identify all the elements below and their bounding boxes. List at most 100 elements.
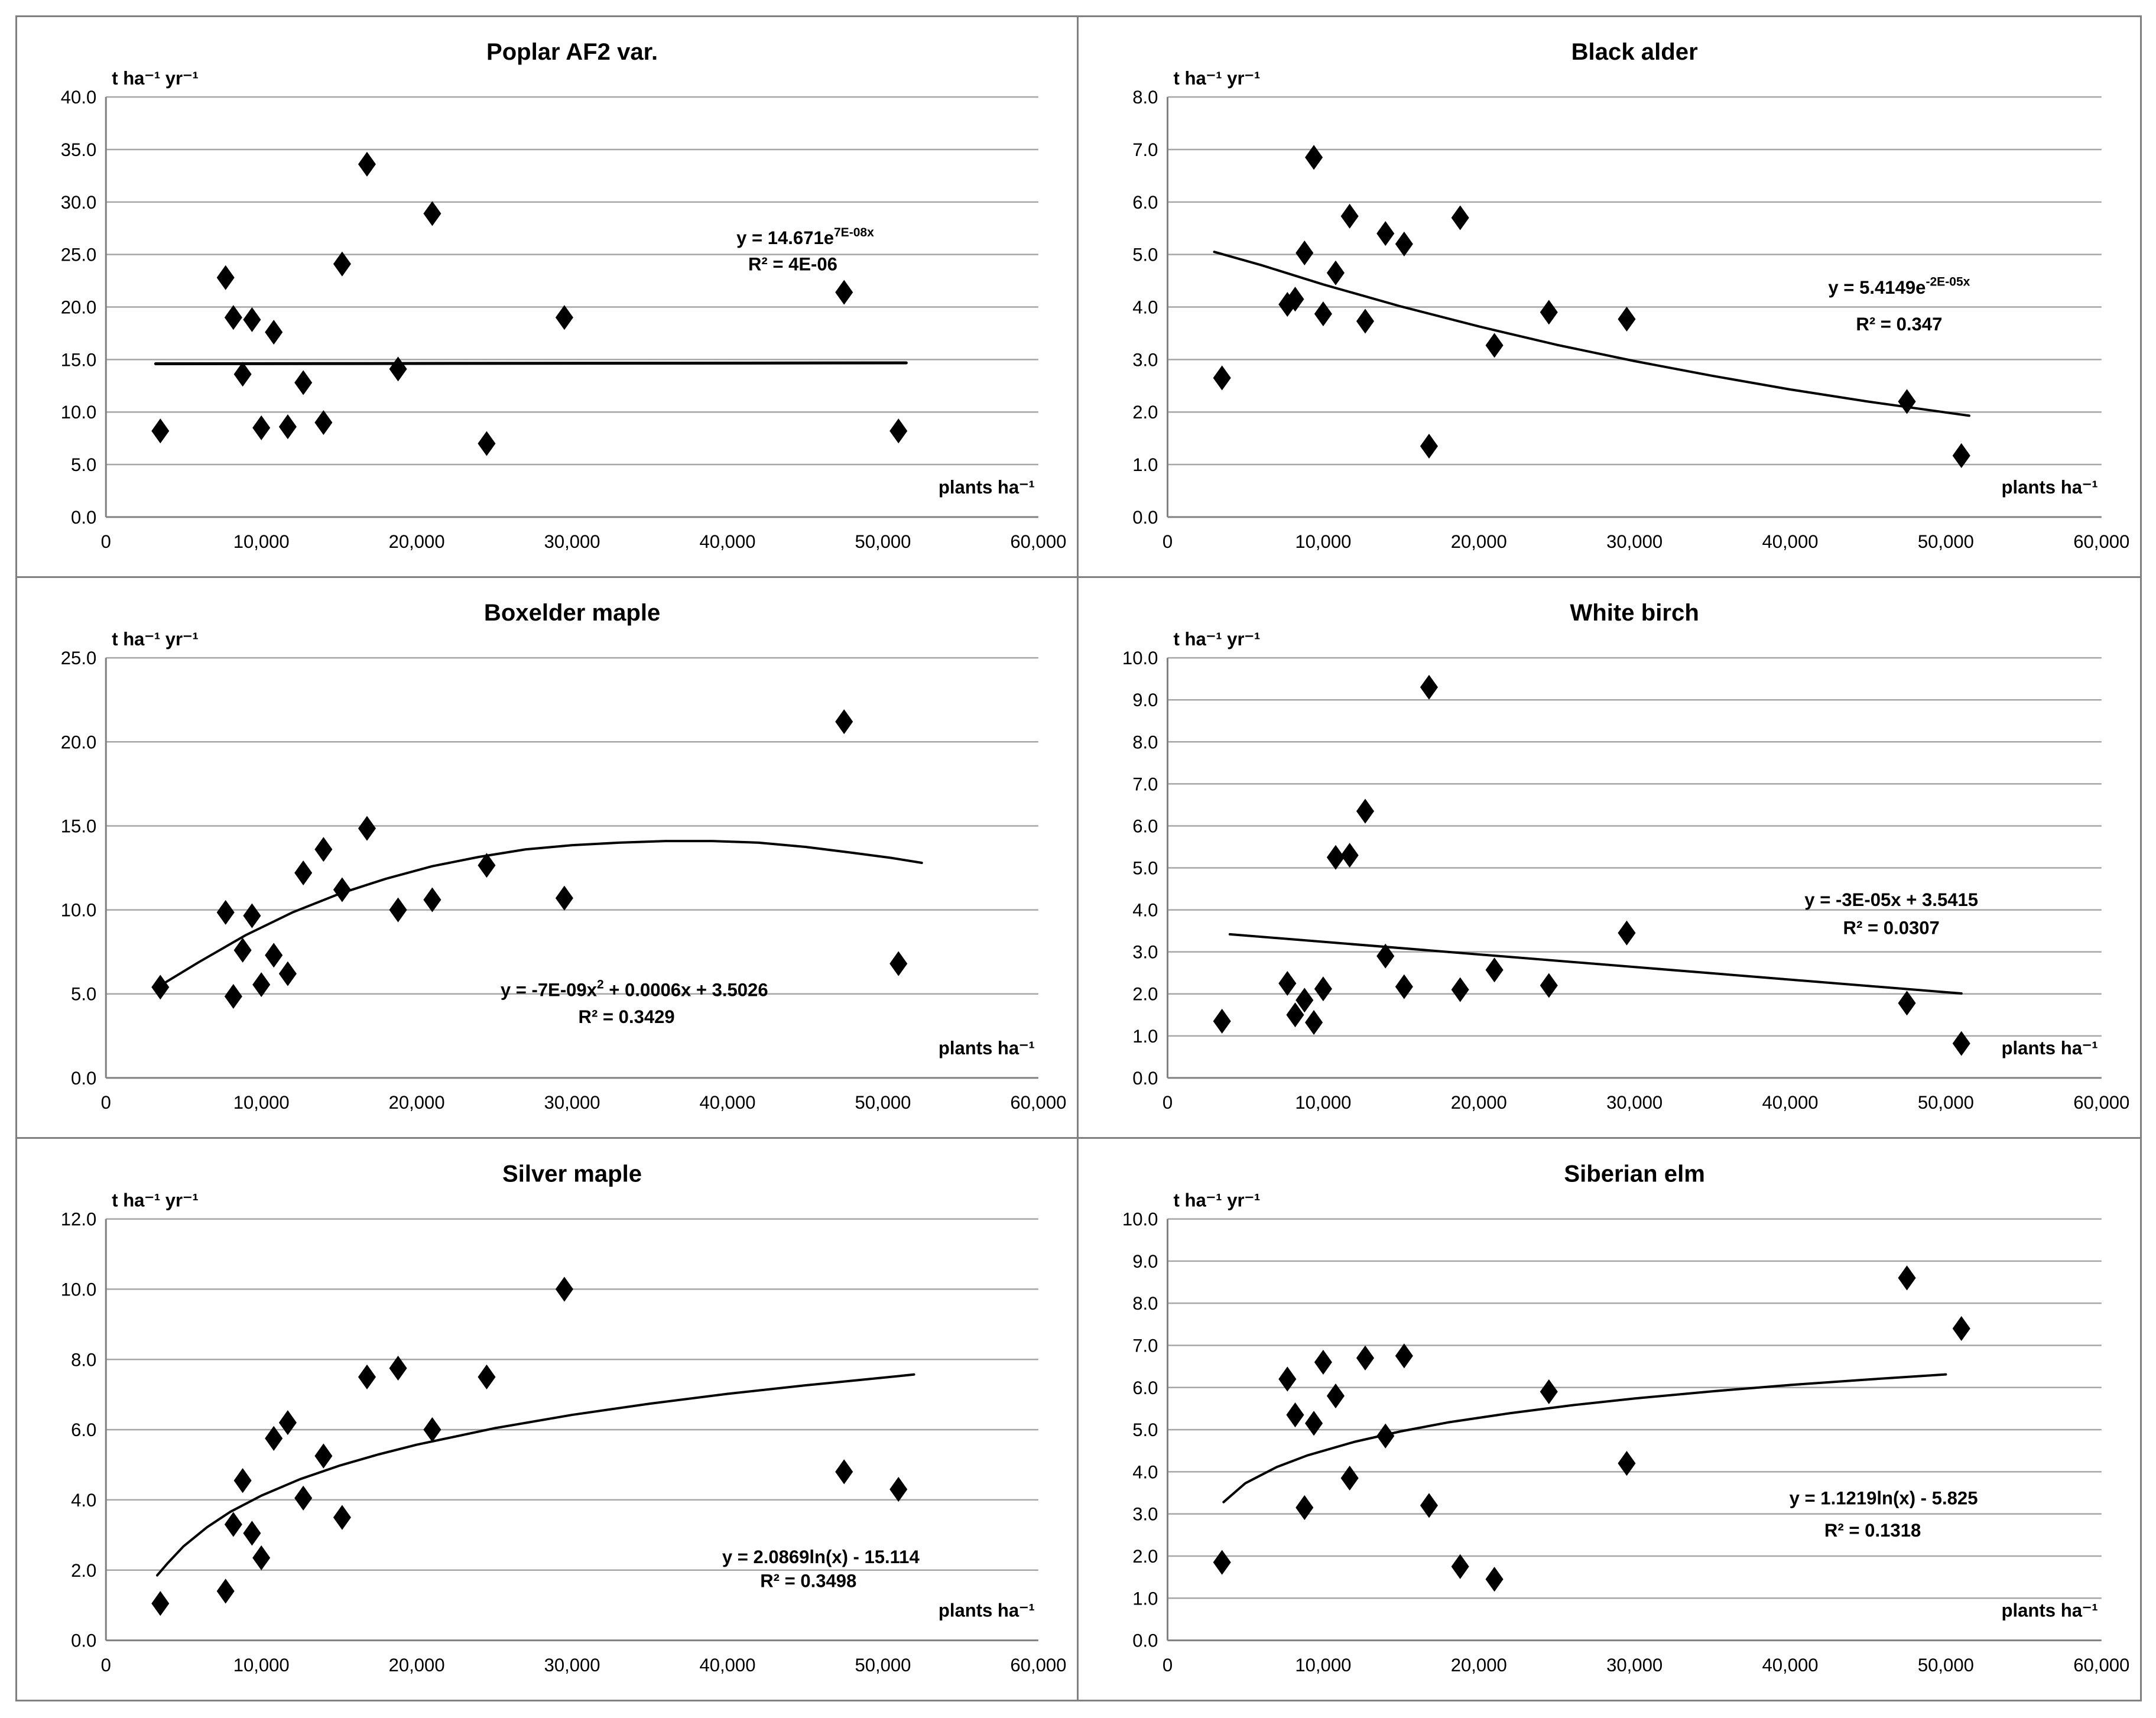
data-point-diamond (1451, 205, 1469, 230)
chart-title: Silver maple (502, 1161, 642, 1187)
y-tick-label: 40.0 (61, 87, 96, 108)
data-point-diamond (243, 1521, 261, 1546)
data-point-diamond (889, 1476, 908, 1502)
data-point-diamond (1340, 1465, 1359, 1491)
chart-title: Boxelder maple (484, 600, 660, 626)
x-tick-label: 30,000 (544, 1092, 600, 1113)
data-point-diamond (1420, 674, 1439, 700)
y-axis-unit-label: t ha⁻¹ yr⁻¹ (112, 1190, 199, 1210)
y-tick-label: 7.0 (1132, 139, 1158, 160)
data-point-diamond (835, 709, 853, 735)
data-point-diamond (1356, 308, 1375, 334)
trendline (1222, 1373, 1947, 1503)
data-point-diamond (1314, 976, 1332, 1002)
data-point-diamond (1395, 974, 1413, 999)
chart-panel-boxelder-maple: 0.0 5.0 10.0 15.0 20.0 25.0 0 10,000 20,000 30,00… (17, 578, 1079, 1139)
y-tick-label: 20.0 (61, 297, 96, 318)
data-point-diamond (1376, 1423, 1395, 1449)
x-tick-label: 20,000 (389, 531, 445, 552)
data-point-diamond (389, 1356, 407, 1381)
chart-panel-siberian-elm: 0.0 1.0 2.0 3.0 4.0 5.0 6.0 7.0 8.0 9.0 10.0 0 10,00… (1079, 1139, 2140, 1700)
data-point-diamond (1485, 1567, 1504, 1592)
x-tick-label: 30,000 (544, 1655, 600, 1675)
data-point-diamond (1618, 1451, 1636, 1476)
x-axis-unit-label: plants ha⁻¹ (2002, 1038, 2098, 1058)
data-point-diamond (294, 1485, 313, 1511)
y-tick-label: 20.0 (61, 732, 96, 752)
data-point-diamond (1451, 977, 1469, 1002)
x-tick-label: 60,000 (2073, 1092, 2129, 1113)
data-point-diamond (1213, 1550, 1231, 1575)
x-tick-label: 0 (1163, 1655, 1173, 1675)
y-tick-label: 10.0 (61, 402, 96, 423)
y-tick-label: 2.0 (71, 1560, 96, 1581)
data-point-diamond (1395, 231, 1413, 256)
data-point-diamond (1326, 845, 1345, 870)
chart-title: White birch (1570, 600, 1699, 626)
x-tick-label: 0 (101, 531, 111, 552)
data-point-diamond (1540, 1379, 1558, 1404)
y-tick-label: 3.0 (1132, 942, 1158, 963)
data-point-diamond (151, 975, 170, 1000)
y-tick-label: 5.0 (71, 454, 96, 475)
data-point-diamond (1898, 990, 1916, 1016)
y-axis-unit-label: t ha⁻¹ yr⁻¹ (112, 629, 199, 649)
data-point-diamond (358, 1364, 376, 1390)
data-point-diamond (252, 1545, 271, 1571)
data-point-diamond (555, 885, 573, 911)
data-point-diamond (1295, 240, 1314, 266)
trend-equation: y = -7E-09x2 + 0.0006x + 3.5026 (501, 978, 768, 1001)
x-tick-label: 10,000 (1295, 531, 1351, 552)
data-point-diamond (389, 356, 407, 382)
data-point-diamond (216, 1579, 235, 1604)
data-point-diamond (1898, 1265, 1916, 1291)
data-point-diamond (233, 937, 252, 963)
chart-title: Siberian elm (1564, 1160, 1705, 1187)
trend-r-squared: R² = 0.3429 (579, 1006, 675, 1027)
data-point-diamond (314, 1443, 333, 1469)
x-tick-label: 50,000 (1918, 1092, 1974, 1113)
trendline (159, 840, 923, 987)
x-tick-label: 10,000 (1295, 1655, 1351, 1675)
y-tick-label: 30.0 (61, 192, 96, 213)
data-point-diamond (278, 961, 297, 986)
data-point-diamond (294, 860, 313, 886)
x-tick-label: 20,000 (1451, 1092, 1507, 1113)
data-point-diamond (294, 370, 313, 395)
x-tick-label: 60,000 (1010, 1655, 1066, 1675)
data-point-diamond (224, 1512, 242, 1537)
data-point-diamond (1376, 221, 1395, 246)
y-tick-label: 0.0 (1132, 1631, 1158, 1651)
data-point-diamond (358, 151, 376, 177)
trendline (1228, 933, 1963, 995)
scatter-chart-siberian-elm: 0.0 1.0 2.0 3.0 4.0 5.0 6.0 7.0 8.0 9.0 10.0 0 10,00… (1122, 1160, 2129, 1675)
x-axis-unit-label: plants ha⁻¹ (939, 477, 1035, 498)
data-point-diamond (151, 1591, 170, 1616)
data-point-diamond (224, 983, 242, 1009)
x-tick-label: 60,000 (1010, 1092, 1066, 1113)
y-tick-label: 6.0 (71, 1420, 96, 1440)
data-point-diamond (1356, 798, 1375, 824)
y-tick-label: 12.0 (61, 1209, 96, 1230)
y-tick-label: 15.0 (61, 349, 96, 370)
data-point-diamond (1295, 988, 1314, 1013)
y-tick-label: 0.0 (71, 1631, 96, 1651)
trend-r-squared: R² = 0.0307 (1843, 917, 1940, 938)
y-tick-label: 8.0 (1132, 1293, 1158, 1314)
trend-equation: y = 14.671e7E-08x (736, 226, 874, 248)
y-tick-label: 4.0 (1132, 1462, 1158, 1482)
x-tick-label: 0 (1163, 1092, 1173, 1113)
x-tick-label: 40,000 (1762, 1092, 1818, 1113)
data-point-diamond (151, 418, 170, 444)
y-tick-label: 9.0 (1132, 690, 1158, 710)
data-point-diamond (1305, 1010, 1323, 1035)
data-point-diamond (1326, 1383, 1345, 1409)
trendline (1213, 251, 1970, 417)
data-point-diamond (216, 265, 235, 290)
data-point-diamond (1485, 957, 1504, 983)
data-point-diamond (278, 1410, 297, 1436)
y-tick-label: 6.0 (1132, 192, 1158, 213)
data-point-diamond (1451, 1554, 1469, 1579)
y-tick-label: 8.0 (71, 1349, 96, 1370)
x-tick-label: 40,000 (700, 1092, 756, 1113)
